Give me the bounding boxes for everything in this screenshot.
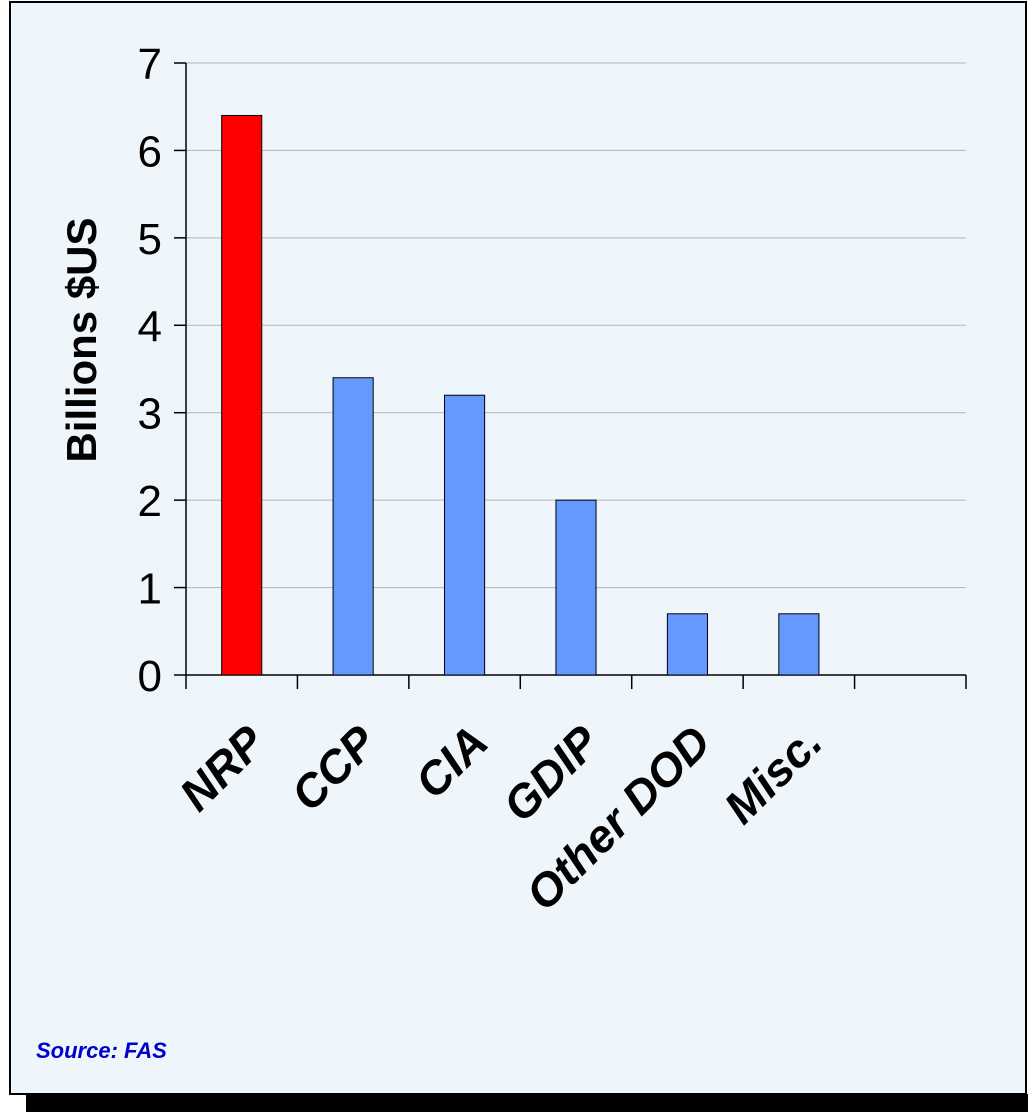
bar-misc	[778, 613, 820, 676]
chart-panel	[9, 1, 1027, 1095]
bar-other-dod	[666, 613, 708, 676]
y-tick-label: 7	[138, 40, 162, 89]
bar-nrp	[221, 114, 263, 676]
bar-ccp	[332, 377, 374, 676]
y-tick-label: 0	[138, 652, 162, 701]
y-tick-label: 1	[138, 565, 162, 614]
y-tick-label: 3	[138, 390, 162, 439]
bar-cia	[444, 394, 486, 676]
source-note: Source: FAS	[36, 1038, 167, 1063]
frame-shadow	[26, 1094, 1028, 1112]
y-tick-label: 4	[138, 302, 162, 351]
grid-lines	[186, 62, 966, 589]
y-tick-label: 5	[138, 215, 162, 264]
bars	[221, 114, 820, 676]
y-tick-label: 6	[138, 127, 162, 176]
y-tick-labels: 0 1 2 3 4 5 6 7	[138, 40, 162, 701]
y-axis-label: Billions $US	[58, 217, 105, 462]
y-tick-label: 2	[138, 477, 162, 526]
bar-gdip	[555, 499, 597, 676]
